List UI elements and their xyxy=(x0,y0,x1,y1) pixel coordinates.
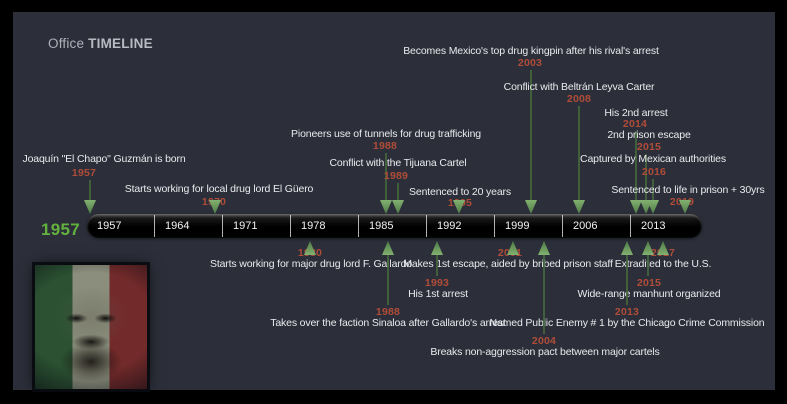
event-year-label: 1993 xyxy=(424,277,450,289)
event-year-label: 2003 xyxy=(517,57,543,69)
event-label: Captured by Mexican authorities xyxy=(580,153,726,165)
axis-tick-label: 1992 xyxy=(437,220,462,232)
event-label: His 1st arrest xyxy=(408,288,468,300)
axis-tick-divider xyxy=(222,215,223,237)
event-label: Takes over the faction Sinaloa after Gal… xyxy=(270,317,506,329)
event-year-label: 1988 xyxy=(375,306,401,318)
event-year-label: 2014 xyxy=(622,118,648,130)
event-connector-line xyxy=(645,154,647,200)
event-connector-line xyxy=(543,255,545,334)
event-connector-line xyxy=(626,255,628,305)
event-year-label: 2015 xyxy=(636,141,662,153)
event-label: 2nd prison escape xyxy=(607,129,691,141)
event-label: Makes 1st escape, aided by bribed prison… xyxy=(403,258,613,270)
axis-tick-divider xyxy=(494,215,495,237)
event-label: Starts working for major drug lord F. Ga… xyxy=(209,258,413,270)
axis-tick-label: 1971 xyxy=(233,220,258,232)
logo-prefix: Office xyxy=(48,36,85,51)
event-label: Named Public Enemy # 1 by the Chicago Cr… xyxy=(489,317,765,329)
event-label: Pioneers use of tunnels for drug traffic… xyxy=(291,128,481,140)
event-connector-line xyxy=(652,179,654,200)
event-connector-line xyxy=(387,255,389,305)
axis-tick-label: 2013 xyxy=(641,220,666,232)
event-connector-line xyxy=(89,180,91,200)
event-connector-line xyxy=(436,255,438,276)
event-connector-line xyxy=(578,106,580,200)
event-year-label: 2015 xyxy=(636,277,662,289)
event-label: Breaks non-aggression pact between major… xyxy=(430,346,660,358)
event-connector-line xyxy=(530,70,532,200)
event-label: Joaquín "El Chapo" Guzmán is born xyxy=(22,153,186,165)
event-label: Sentenced to 20 years xyxy=(409,186,511,198)
event-year-label: 2004 xyxy=(531,335,557,347)
axis-tick-label: 1985 xyxy=(369,220,394,232)
event-label: Sentenced to life in prison + 30yrs xyxy=(611,184,765,196)
axis-tick-label: 1999 xyxy=(505,220,530,232)
axis-tick-divider xyxy=(630,215,631,237)
event-year-label: 2016 xyxy=(641,166,667,178)
axis-tick-divider xyxy=(562,215,563,237)
event-label: Extradited to the U.S. xyxy=(614,258,712,270)
event-label: Starts working for local drug lord El Gü… xyxy=(124,183,314,195)
axis-tick-label: 1957 xyxy=(97,220,122,232)
axis-tick-divider xyxy=(154,215,155,237)
event-label: Wide-range manhunt organized xyxy=(577,288,721,300)
event-connector-line xyxy=(397,183,399,200)
event-year-label: 1988 xyxy=(372,140,398,152)
event-year-label: 1989 xyxy=(383,170,409,182)
event-year-label: 1957 xyxy=(71,167,97,179)
axis-tick-divider xyxy=(426,215,427,237)
event-label: Conflict with the Tijuana Cartel xyxy=(329,157,467,169)
timeline-bar xyxy=(87,214,702,238)
event-connector-line xyxy=(385,153,387,200)
event-connector-line xyxy=(647,255,649,276)
axis-tick-divider xyxy=(358,215,359,237)
event-label: Becomes Mexico's top drug kingpin after … xyxy=(403,45,659,57)
event-label: His 2nd arrest xyxy=(604,107,668,119)
event-label: Conflict with Beltrán Leyva Carter xyxy=(503,81,655,93)
logo-suffix: TIMELINE xyxy=(88,36,153,51)
timeline-start-year: 1957 xyxy=(40,220,80,239)
el-chapo-portrait xyxy=(35,265,147,389)
office-timeline-logo: Office TIMELINE xyxy=(48,36,153,51)
axis-tick-label: 1964 xyxy=(165,220,190,232)
axis-tick-label: 2006 xyxy=(573,220,598,232)
event-year-label: 2013 xyxy=(614,306,640,318)
axis-tick-label: 1978 xyxy=(301,220,326,232)
event-year-label: 2008 xyxy=(566,93,592,105)
event-connector-line xyxy=(635,131,637,200)
axis-tick-divider xyxy=(290,215,291,237)
